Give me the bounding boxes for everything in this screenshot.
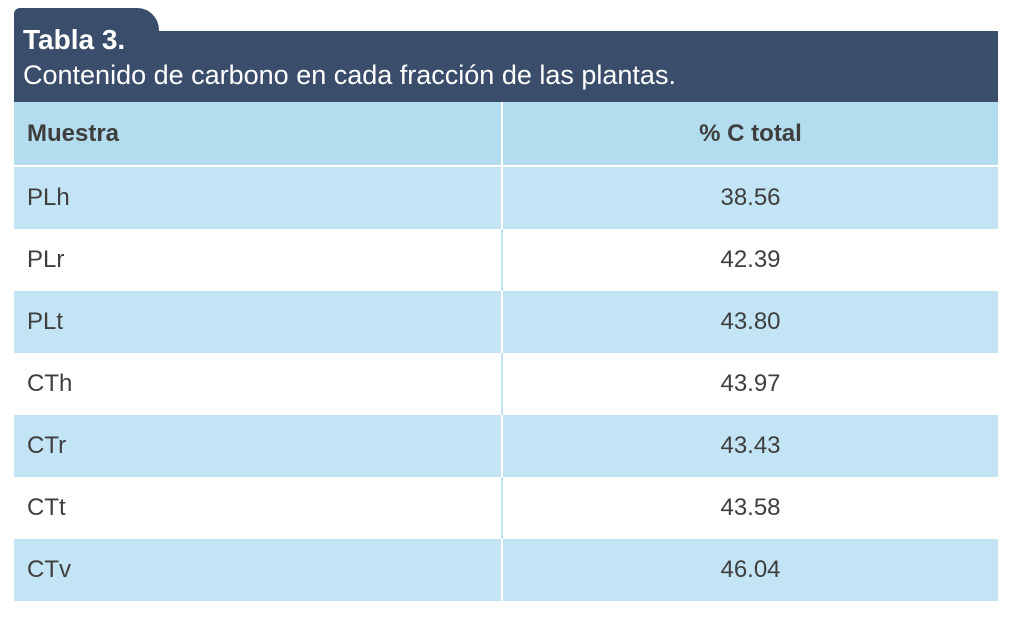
sample-cell: CTh	[14, 353, 503, 415]
sample-cell: PLr	[14, 229, 503, 291]
sample-cell: PLh	[14, 166, 503, 229]
carbon-content-table: Muestra % C total PLh 38.56 PLr 42.39 PL…	[14, 102, 998, 601]
table-caption-title: Tabla 3.	[23, 24, 126, 55]
carbon-cell: 46.04	[502, 539, 998, 601]
carbon-cell: 43.43	[502, 415, 998, 477]
sample-cell: CTv	[14, 539, 503, 601]
column-header-sample: Muestra	[14, 102, 503, 167]
table-row: PLt 43.80	[14, 291, 998, 353]
table-row: PLh 38.56	[14, 166, 998, 229]
column-header-carbon: % C total	[502, 102, 998, 167]
carbon-cell: 43.97	[502, 353, 998, 415]
caption-band	[14, 31, 998, 102]
table-header-row: Muestra % C total	[14, 102, 998, 167]
carbon-cell: 38.56	[502, 166, 998, 229]
table-row: CTr 43.43	[14, 415, 998, 477]
carbon-cell: 42.39	[502, 229, 998, 291]
sample-cell: PLt	[14, 291, 503, 353]
table-row: CTt 43.58	[14, 477, 998, 539]
carbon-cell: 43.58	[502, 477, 998, 539]
sample-cell: CTt	[14, 477, 503, 539]
carbon-cell: 43.80	[502, 291, 998, 353]
table-caption-subtitle: Contenido de carbono en cada fracción de…	[23, 60, 676, 90]
table-row: CTv 46.04	[14, 539, 998, 601]
sample-cell: CTr	[14, 415, 503, 477]
table-row: CTh 43.97	[14, 353, 998, 415]
table-row: PLr 42.39	[14, 229, 998, 291]
